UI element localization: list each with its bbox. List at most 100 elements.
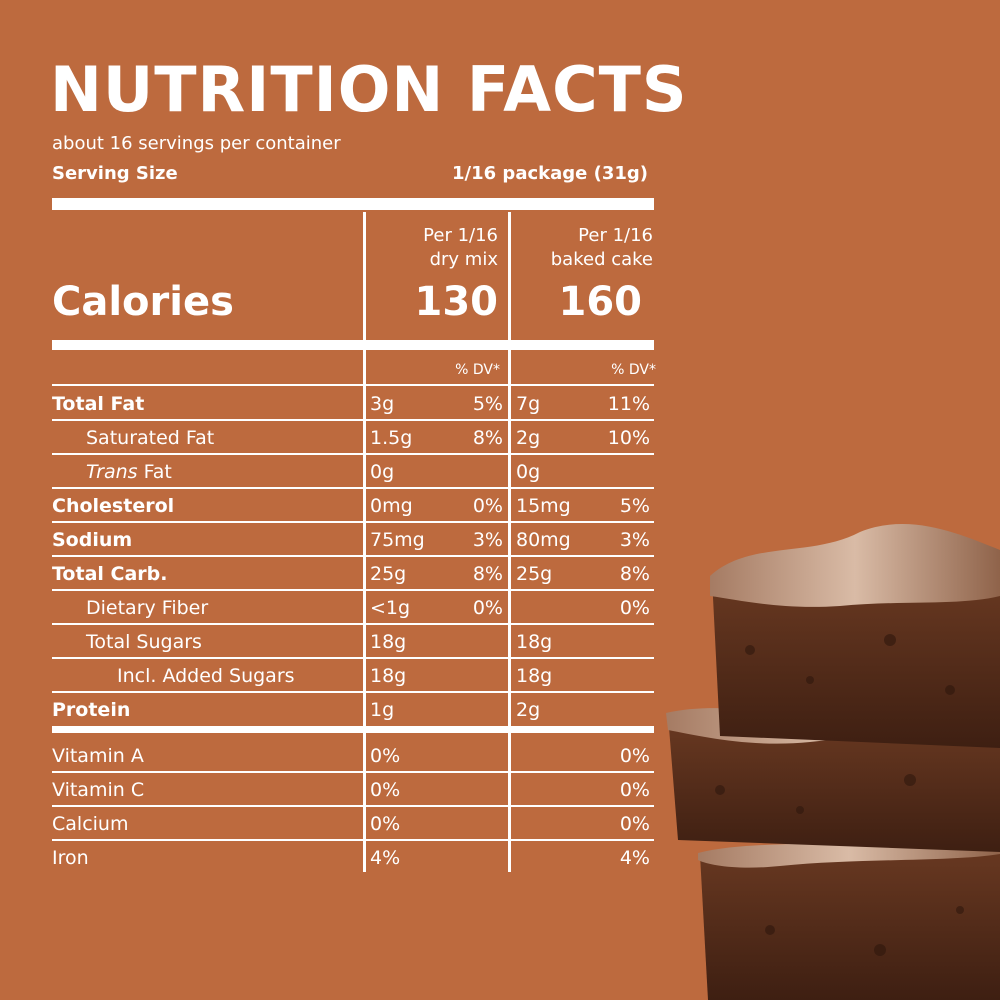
nutrient-label: Total Sugars <box>86 631 202 653</box>
col2-header-line1: Per 1/16 <box>578 225 653 246</box>
column-divider-2 <box>508 350 511 872</box>
row-divider <box>52 384 654 386</box>
serving-size-label: Serving Size <box>52 163 178 184</box>
nutrient-amount-dry-mix: 0g <box>370 461 395 483</box>
nutrient-amount-baked: 15mg <box>516 495 571 517</box>
nutrient-label: Incl. Added Sugars <box>117 665 295 687</box>
vitamin-dv-dry-mix: 0% <box>370 745 401 767</box>
col1-header-line2: dry mix <box>429 249 498 270</box>
nutrient-label: Cholesterol <box>52 495 175 517</box>
row-divider <box>52 771 654 773</box>
vitamin-label: Iron <box>52 847 89 869</box>
vitamin-row: Vitamin C 0% 0% <box>0 772 660 806</box>
vitamin-dv-baked: 0% <box>619 779 650 801</box>
nutrient-amount-dry-mix: 3g <box>370 393 395 415</box>
nutrient-label-rest: Fat <box>137 461 172 483</box>
nutrient-dv-dry-mix: 0% <box>472 495 503 517</box>
nutrient-amount-baked: 2g <box>516 699 541 721</box>
brownie-stack-image <box>666 524 1000 1000</box>
nutrient-amount-baked: 18g <box>516 665 553 687</box>
row-divider <box>52 805 654 807</box>
col2-header-line2: baked cake <box>550 249 653 270</box>
vitamin-dv-dry-mix: 0% <box>370 779 401 801</box>
nutrient-dv-baked: 11% <box>607 393 650 415</box>
thick-divider-calories <box>52 340 654 350</box>
nutrient-row: Protein 1g 2g <box>0 692 660 726</box>
nutrient-label: Protein <box>52 699 131 721</box>
column-divider-1-top <box>363 212 366 340</box>
nutrient-dv-baked: 3% <box>619 529 650 551</box>
nutrient-row: Dietary Fiber <1g 0% 0% <box>0 590 660 624</box>
nutrient-label: Total Fat <box>52 393 145 415</box>
calories-baked-cake: 160 <box>558 279 643 325</box>
nutrient-dv-dry-mix: 8% <box>472 427 503 449</box>
row-divider <box>52 623 654 625</box>
vitamin-label: Vitamin C <box>52 779 145 801</box>
row-divider <box>52 839 654 841</box>
row-divider <box>52 589 654 591</box>
serving-size-value: 1/16 package (31g) <box>452 163 648 184</box>
nutrient-dv-dry-mix: 5% <box>472 393 503 415</box>
nutrient-dv-baked: 0% <box>619 597 650 619</box>
nutrient-label: Saturated Fat <box>86 427 215 449</box>
nutrient-row: Sodium 75mg 3% 80mg 3% <box>0 522 660 556</box>
vitamin-dv-baked: 4% <box>619 847 650 869</box>
nutrient-amount-dry-mix: 1.5g <box>370 427 413 449</box>
nutrient-amount-baked: 2g <box>516 427 541 449</box>
calories-dry-mix: 130 <box>414 279 499 325</box>
nutrient-amount-dry-mix: 1g <box>370 699 395 721</box>
vitamin-dv-baked: 0% <box>619 813 650 835</box>
nutrient-row: Total Carb. 25g 8% 25g 8% <box>0 556 660 590</box>
nutrient-row: Saturated Fat 1.5g 8% 2g 10% <box>0 420 660 454</box>
vitamin-label: Vitamin A <box>52 745 144 767</box>
nutrient-row: Total Sugars 18g 18g <box>0 624 660 658</box>
nutrient-dv-dry-mix: 8% <box>472 563 503 585</box>
nutrient-label: Sodium <box>52 529 133 551</box>
row-divider <box>52 691 654 693</box>
nutrient-label-italic: Trans <box>86 461 138 483</box>
nutrient-row: Incl. Added Sugars 18g 18g <box>0 658 660 692</box>
dv-header-col2: % DV* <box>611 362 656 378</box>
thick-divider-top <box>52 198 654 210</box>
nutrient-row: Trans Fat 0g 0g <box>0 454 660 488</box>
nutrient-dv-dry-mix: 0% <box>472 597 503 619</box>
nutrient-dv-baked: 5% <box>619 495 650 517</box>
row-divider <box>52 419 654 421</box>
dv-header-col1: % DV* <box>455 362 500 378</box>
row-divider <box>52 453 654 455</box>
nutrient-dv-baked: 10% <box>607 427 650 449</box>
nutrient-amount-baked: 18g <box>516 631 553 653</box>
nutrient-amount-dry-mix: 0mg <box>370 495 413 517</box>
calories-label: Calories <box>52 279 234 325</box>
vitamin-dv-baked: 0% <box>619 745 650 767</box>
row-divider <box>52 521 654 523</box>
col1-header-line1: Per 1/16 <box>423 225 498 246</box>
nutrient-row: Total Fat 3g 5% 7g 11% <box>0 386 660 420</box>
vitamin-row: Calcium 0% 0% <box>0 806 660 840</box>
nutrient-amount-dry-mix: 25g <box>370 563 407 585</box>
nutrition-facts-title: NUTRITION FACTS <box>50 53 688 126</box>
row-divider <box>52 555 654 557</box>
nutrient-label: Trans Fat <box>86 460 172 484</box>
nutrient-amount-baked: 0g <box>516 461 541 483</box>
nutrient-amount-dry-mix: 75mg <box>370 529 425 551</box>
row-divider <box>52 657 654 659</box>
servings-per-container: about 16 servings per container <box>52 133 341 154</box>
vitamin-dv-dry-mix: 4% <box>370 847 401 869</box>
nutrient-dv-baked: 8% <box>619 563 650 585</box>
column-divider-1 <box>363 350 366 872</box>
nutrient-amount-baked: 80mg <box>516 529 571 551</box>
nutrient-amount-dry-mix: 18g <box>370 631 407 653</box>
nutrient-label: Dietary Fiber <box>86 597 209 619</box>
nutrient-amount-baked: 7g <box>516 393 541 415</box>
nutrient-label: Total Carb. <box>52 563 168 585</box>
row-divider <box>52 487 654 489</box>
nutrient-amount-dry-mix: <1g <box>370 597 411 619</box>
column-divider-2-top <box>508 212 511 340</box>
vitamin-row: Vitamin A 0% 0% <box>0 738 660 772</box>
nutrient-amount-baked: 25g <box>516 563 553 585</box>
nutrient-row: Cholesterol 0mg 0% 15mg 5% <box>0 488 660 522</box>
nutrient-dv-dry-mix: 3% <box>472 529 503 551</box>
nutrient-amount-dry-mix: 18g <box>370 665 407 687</box>
vitamin-label: Calcium <box>52 813 129 835</box>
